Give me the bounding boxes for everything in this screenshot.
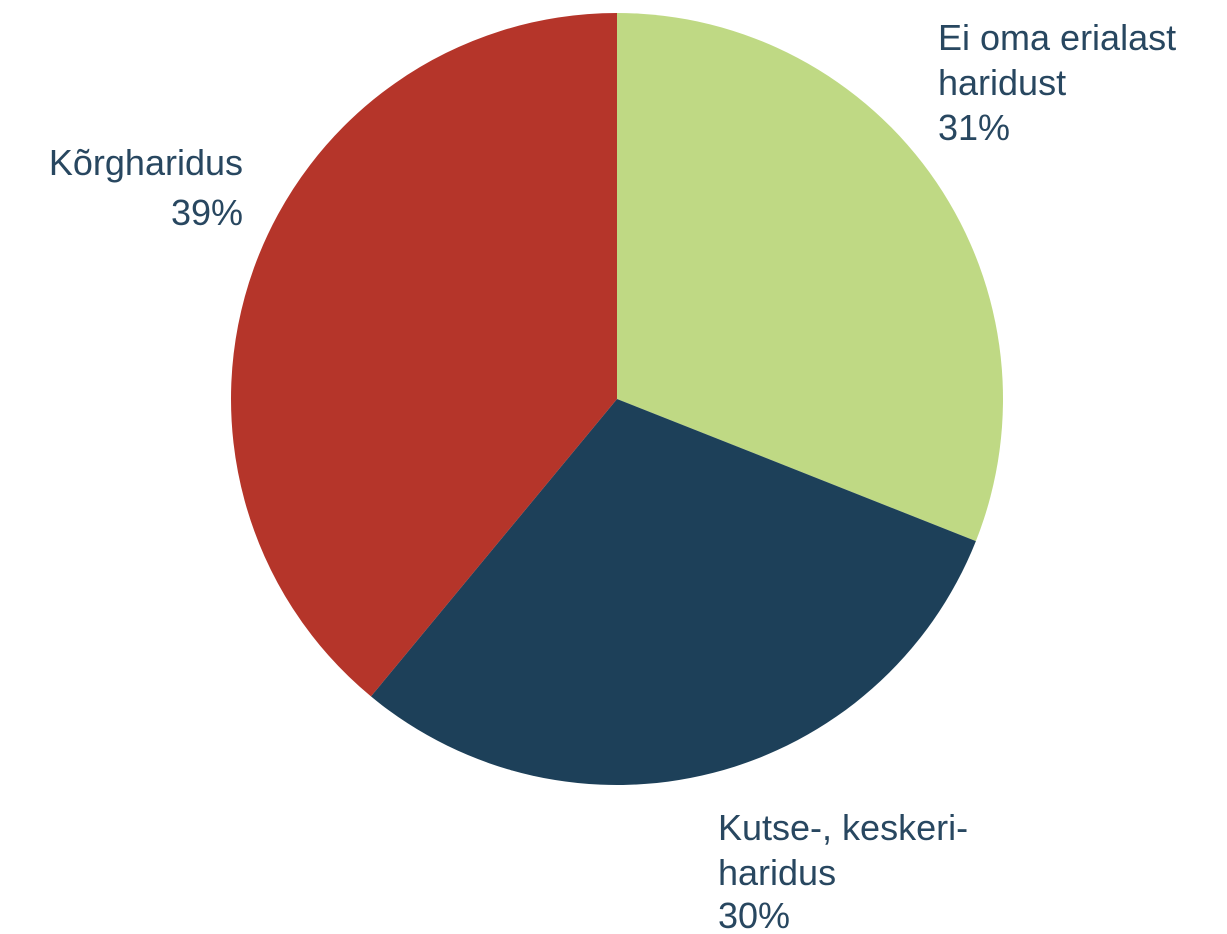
slice-label: Kutse-, keskeri-haridus	[718, 807, 968, 893]
slice-label: Ei oma erialast haridust	[938, 17, 1176, 103]
pie-slice	[617, 13, 1004, 542]
pie-slice	[370, 399, 976, 785]
slice-value-label: 39%	[171, 192, 243, 233]
slice-value-label: 31%	[938, 107, 1010, 148]
slice-value-label: 30%	[718, 895, 790, 934]
slice-label: Kõrgharidus	[49, 142, 243, 183]
pie-slice	[231, 13, 618, 697]
